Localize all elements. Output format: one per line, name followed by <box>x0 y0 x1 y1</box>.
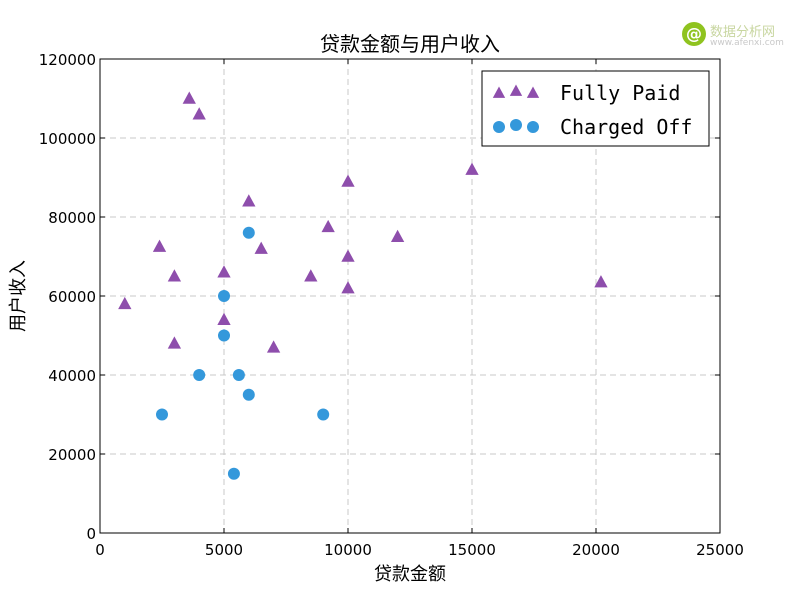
x-tick-label: 25000 <box>696 541 744 559</box>
fully-paid-point <box>152 239 167 252</box>
legend-entry-label: Charged Off <box>560 115 692 139</box>
x-tick-label: 10000 <box>324 541 372 559</box>
fully-paid-point <box>266 340 281 353</box>
charged-off-point <box>193 369 206 381</box>
axis-ticks: 0 5000 10000 15000 20000 25000 0 20000 40000 6000… <box>39 51 744 559</box>
fully-paid-point <box>182 91 196 104</box>
fully-paid-point <box>465 162 479 175</box>
charged-off-point <box>218 290 230 302</box>
x-tick-label: 20000 <box>572 541 620 559</box>
fully-paid-point <box>167 336 182 349</box>
y-tick-label: 0 <box>86 525 96 543</box>
plot-frame <box>99 58 721 534</box>
fully-paid-point <box>192 107 206 120</box>
legend-marker-triangle <box>492 86 506 98</box>
legend-marker-circle <box>510 119 522 131</box>
legend-marker-circle <box>493 121 505 133</box>
watermark-url: www.afenxi.com <box>710 38 784 48</box>
fully-paid-point <box>167 269 182 282</box>
y-tick-label: 60000 <box>48 288 96 306</box>
legend-marker-triangle <box>526 86 540 98</box>
fully-paid-point <box>304 269 318 282</box>
x-tick-label: 0 <box>95 541 105 559</box>
legend-marker-triangle <box>509 84 523 96</box>
fully-paid-point <box>118 296 132 310</box>
fully-paid-point <box>341 174 355 187</box>
legend-entry-label: Fully Paid <box>560 81 680 105</box>
y-tick-label: 100000 <box>39 130 96 148</box>
x-tick-label: 15000 <box>448 541 496 559</box>
charged-off-point <box>232 369 245 381</box>
x-tick-label: 5000 <box>205 541 243 559</box>
fully-paid-point <box>390 229 405 242</box>
charged-off-point <box>156 408 168 421</box>
y-axis-label: 用户收入 <box>8 260 29 332</box>
chart-title: 贷款金额与用户收入 <box>320 32 500 56</box>
y-tick-label: 80000 <box>48 209 96 227</box>
fully-paid-point <box>341 249 355 262</box>
x-axis-label: 贷款金额 <box>374 564 446 585</box>
legend: Fully Paid Charged Off <box>481 70 710 147</box>
charged-off-point <box>218 329 230 342</box>
fully-paid-point <box>217 312 231 325</box>
watermark-logo-icon: @ <box>682 22 706 46</box>
y-tick-label: 40000 <box>48 367 96 385</box>
charged-off-point <box>242 388 255 401</box>
fully-paid-point <box>341 281 355 294</box>
y-tick-label: 20000 <box>48 446 96 464</box>
fully-paid-point <box>217 265 231 278</box>
watermark-name: 数据分析网 <box>710 25 776 40</box>
fully-paid-point <box>321 219 335 233</box>
charged-off-point <box>227 467 240 480</box>
charged-off-point <box>242 226 255 239</box>
fully-paid-point <box>242 194 256 207</box>
legend-marker-circle <box>527 121 539 133</box>
watermark: @ 数据分析网 www.afenxi.com <box>682 18 792 52</box>
legend-box <box>481 70 710 147</box>
fully-paid-point <box>254 241 268 254</box>
charged-off-point <box>317 408 330 421</box>
fully-paid-point <box>594 275 608 288</box>
data-points <box>118 91 608 480</box>
y-tick-label: 120000 <box>39 51 96 69</box>
